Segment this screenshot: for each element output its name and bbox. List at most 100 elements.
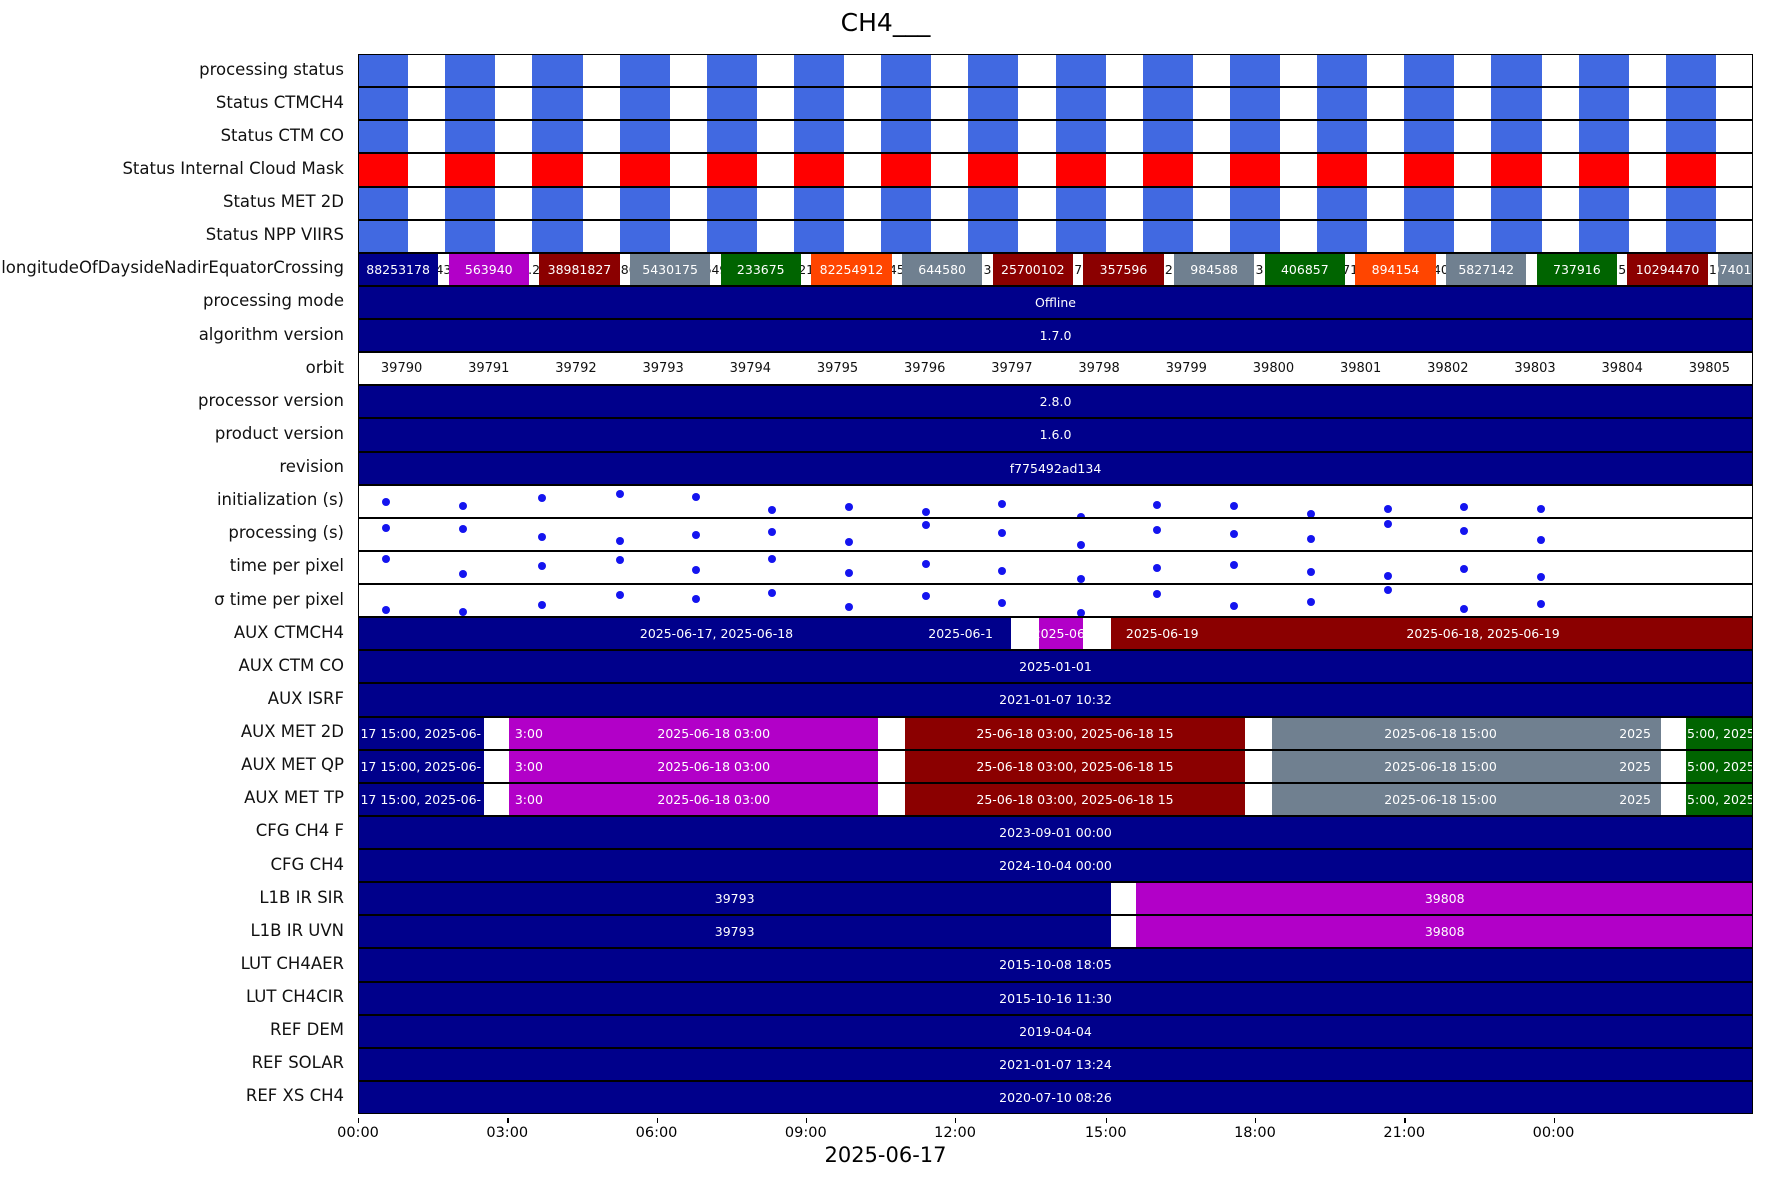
- scatter-point: [1460, 502, 1469, 511]
- cell-value: 2015-10-08 18:05: [358, 949, 1753, 981]
- timeline-segment: [1660, 783, 1687, 815]
- cell-value: 2023-09-01 00:00: [358, 816, 1753, 848]
- status-block: [881, 187, 932, 219]
- row-label-lut-ch4cir: LUT CH4CIR: [245, 987, 344, 1007]
- status-block: [968, 220, 1019, 252]
- timeline-segment: 644580: [902, 253, 983, 285]
- orbit-divider: [1142, 353, 1145, 385]
- timeline-segment: 3: [982, 253, 993, 285]
- timeline-segment: [878, 783, 905, 815]
- timeline-segment: 88253178: [358, 253, 439, 285]
- status-block: [1404, 121, 1455, 153]
- status-block: [1578, 220, 1629, 252]
- status-block: [793, 220, 845, 252]
- row-label-aux-ctm-co: AUX CTM CO: [238, 655, 344, 675]
- x-axis-ticks: 00:00 03:00 06:00 09:00 12:00 15:00 18:00 21:00…: [337, 1118, 1753, 1142]
- status-block: [1665, 88, 1716, 120]
- status-block: [1229, 220, 1280, 252]
- timeline-segment: 2025-06-18, 2025-06-19: [1213, 618, 1753, 650]
- timeline-segment: 5827142: [1446, 253, 1527, 285]
- x-tick-mark: [805, 1118, 808, 1123]
- scatter-point: [845, 503, 854, 512]
- orbit-value: 39800: [1252, 361, 1295, 377]
- timeline-segment: 357596: [1083, 253, 1164, 285]
- timeline-segment: 25-06-18 03:00, 2025-06-18 15: [904, 783, 1246, 815]
- timeline-segment: 2025-06-18 03:00: [549, 750, 879, 782]
- status-block: [619, 220, 670, 252]
- scatter-point: [1383, 520, 1392, 529]
- timeline-segment: [1245, 783, 1272, 815]
- timeline-segment: [1111, 916, 1137, 948]
- timeline-segment: 5430175: [630, 253, 711, 285]
- scatter-point: [1536, 536, 1545, 545]
- scatter-point: [1460, 604, 1469, 613]
- timeline-segment: 82254912: [811, 253, 892, 285]
- scatter-point: [1153, 563, 1162, 572]
- status-block: [445, 88, 496, 120]
- timeline-segment: [1111, 883, 1137, 915]
- scatter-point: [1536, 573, 1545, 582]
- scatter-point: [616, 556, 625, 565]
- timeline-segment: 1: [1707, 253, 1719, 285]
- row-label-aux-ctmch4: AUX CTMCH4: [233, 622, 344, 642]
- timeline-segment: 21: [800, 253, 812, 285]
- scatter-point: [1153, 590, 1162, 599]
- status-block: [1578, 88, 1629, 120]
- status-block: [1317, 187, 1368, 219]
- status-block: [1404, 220, 1455, 252]
- scatter-point: [1383, 585, 1392, 594]
- chart-row-processing-s: [358, 517, 1753, 551]
- cell-value: 2015-10-16 11:30: [358, 982, 1753, 1014]
- status-block: [532, 55, 583, 87]
- scatter-point: [998, 500, 1007, 509]
- row-label-cfg-ch4: CFG CH4: [270, 854, 344, 874]
- status-block: [1229, 187, 1280, 219]
- status-block: [445, 187, 496, 219]
- chart-row-status-ctm-co: [358, 120, 1753, 154]
- chart-row-longitudeofdaysidenadirequatorcrossing: 8825317864355639404.29389818278805430175…: [358, 252, 1753, 286]
- scatter-point: [1076, 512, 1085, 517]
- timeline-segment: [1660, 750, 1687, 782]
- timeline-segment: 18 15:00, 2025-06-: [1686, 783, 1753, 815]
- scatter-point: [921, 592, 930, 601]
- timeline-segment: [1245, 717, 1272, 749]
- chart-row-aux-met-tp: 17 15:00, 2025-06- 3:00 2025-06-18 03:00 25…: [358, 782, 1753, 816]
- status-block: [1404, 55, 1455, 87]
- scatter-point: [768, 555, 777, 564]
- cell-value: 2.8.0: [358, 386, 1753, 418]
- timeline-segment: [1083, 618, 1112, 650]
- scatter-point: [845, 537, 854, 546]
- x-tick-mark: [507, 1118, 509, 1123]
- status-block: [968, 88, 1019, 120]
- timeline-segment: 737916: [1536, 253, 1617, 285]
- scatter-point: [616, 536, 625, 545]
- row-label-status-ctm-co: Status CTM CO: [220, 125, 344, 145]
- status-block: [1142, 88, 1193, 120]
- scatter-point: [538, 533, 547, 542]
- status-block: [793, 121, 845, 153]
- status-block: [881, 88, 932, 120]
- row-label-algorithm-version: algorithm version: [198, 324, 344, 344]
- cell-value: 2024-10-04 00:00: [358, 850, 1753, 882]
- status-block: [532, 88, 583, 120]
- timeline-segment: [1660, 717, 1687, 749]
- row-label-ref-xs-ch4: REF XS CH4: [245, 1086, 344, 1106]
- chart-row-processing-status: [358, 54, 1753, 88]
- status-block: [1404, 187, 1455, 219]
- timeline-segment: 406857: [1264, 253, 1345, 285]
- status-block: [445, 154, 496, 186]
- scatter-point: [1076, 541, 1085, 550]
- chart-row-lut-ch4cir: 2015-10-16 11:30: [358, 981, 1753, 1015]
- x-tick-mark: [1254, 1118, 1257, 1123]
- scatter-point: [691, 492, 700, 501]
- scatter-point: [1383, 504, 1392, 513]
- scatter-point: [998, 528, 1007, 537]
- status-block: [793, 154, 845, 186]
- status-block: [706, 187, 757, 219]
- timeline-segment: 2025-06-18 15:00: [1271, 717, 1610, 749]
- status-block: [1055, 154, 1106, 186]
- timeline-segment: 17 15:00, 2025-06-: [358, 750, 484, 782]
- row-label-l1b-ir-uvn: L1B IR UVN: [250, 920, 344, 940]
- timeline-segment: 6435: [438, 253, 449, 285]
- chart-row-cfg-ch4-f: 2023-09-01 00:00: [358, 815, 1753, 849]
